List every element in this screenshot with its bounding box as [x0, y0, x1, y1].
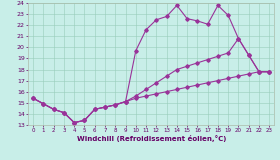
X-axis label: Windchill (Refroidissement éolien,°C): Windchill (Refroidissement éolien,°C) — [76, 135, 226, 142]
